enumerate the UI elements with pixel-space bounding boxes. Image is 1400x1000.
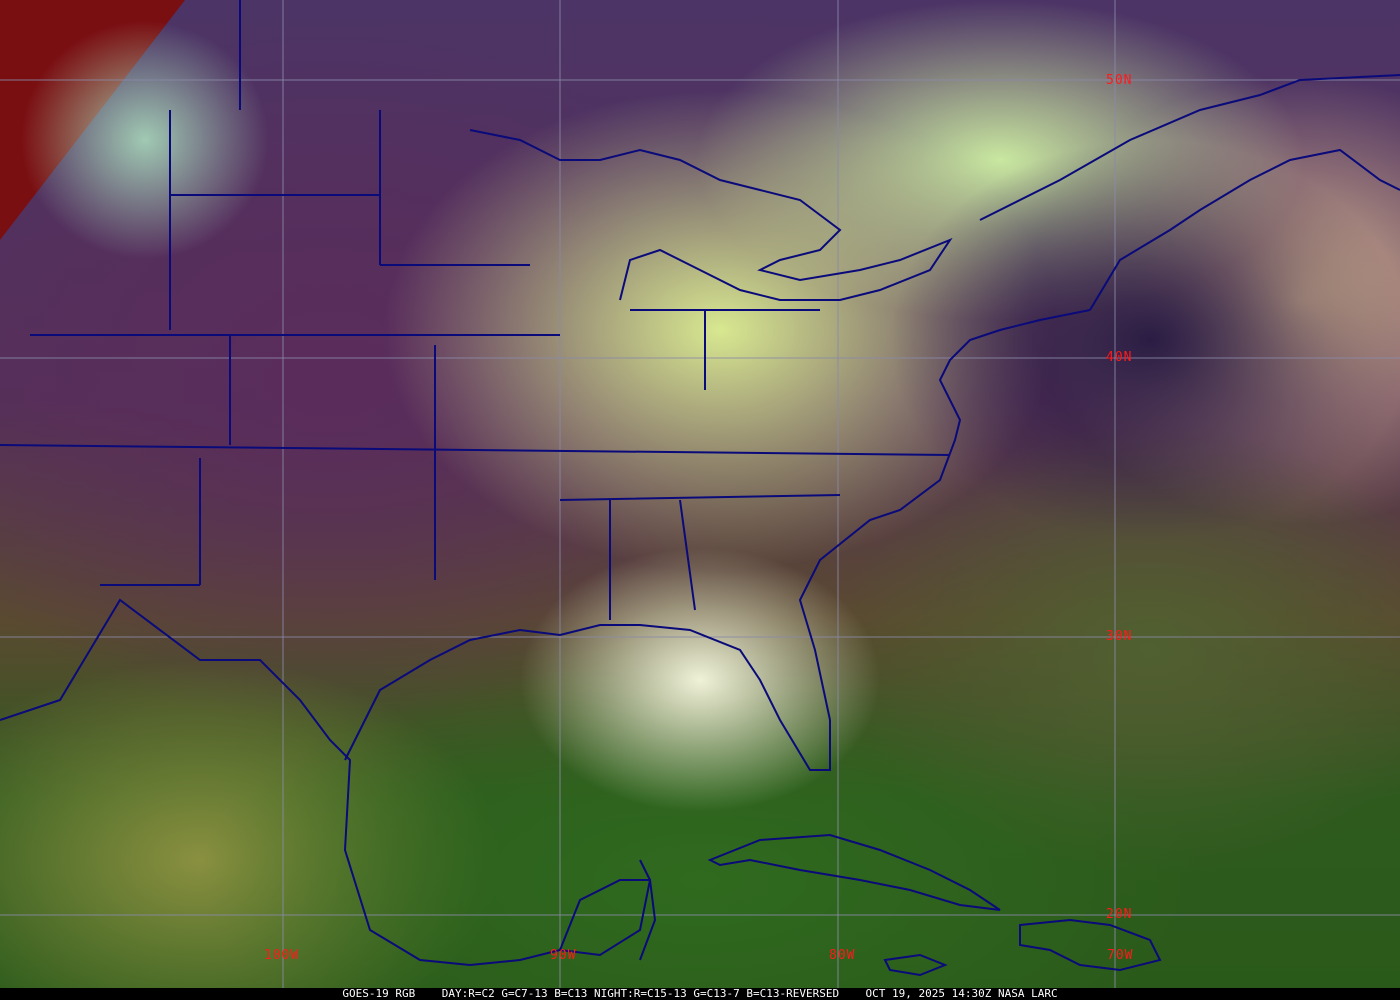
lon-label-80w: 80W bbox=[829, 948, 856, 963]
image-caption: GOES-19 RGB DAY:R=C2 G=C7-13 B=C13 NIGHT… bbox=[0, 988, 1400, 1000]
lon-label-70w: 70W bbox=[1107, 948, 1134, 963]
us-gulf-coastline bbox=[0, 598, 652, 967]
saint-lawrence bbox=[979, 74, 1400, 221]
lon-label-90w: 90W bbox=[550, 948, 577, 963]
cloud-area bbox=[20, 20, 270, 260]
great-lakes bbox=[469, 129, 953, 301]
lat-label-50n: 50N bbox=[1106, 73, 1133, 88]
lat-label-20n: 20N bbox=[1106, 907, 1133, 922]
gulf-coast-north bbox=[344, 309, 1091, 771]
cuba bbox=[707, 833, 1001, 911]
hispaniola bbox=[1019, 918, 1162, 972]
state-borders bbox=[0, 0, 951, 620]
northeast-coastline bbox=[1089, 148, 1400, 311]
jamaica bbox=[883, 953, 948, 977]
lat-label-40n: 40N bbox=[1106, 350, 1133, 365]
yucatan bbox=[559, 879, 657, 961]
lat-label-30n: 30N bbox=[1106, 629, 1133, 644]
lon-label-100w: 100W bbox=[264, 948, 300, 963]
boundaries bbox=[0, 0, 1400, 977]
